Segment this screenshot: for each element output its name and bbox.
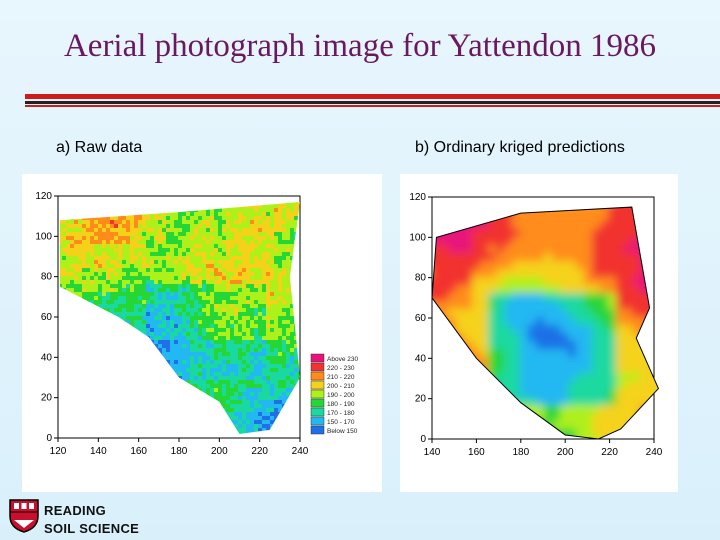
y-tick-label: 60 [41, 312, 53, 323]
x-tick-label: 220 [251, 446, 268, 457]
x-tick-label: 120 [50, 446, 67, 457]
y-tick-label: 40 [415, 353, 427, 364]
kriged-panel: 140 160 180 200 220 240 0 20 40 60 80 100 120 [400, 174, 678, 492]
raw-data-grid [60, 202, 301, 434]
y-tick-label: 0 [420, 434, 426, 445]
x-tick-label: 160 [468, 447, 485, 458]
y-tick-label: 20 [41, 393, 53, 404]
slide-title: Aerial photograph image for Yattendon 19… [63, 28, 657, 64]
y-tick-label: 120 [35, 191, 52, 202]
y-tick-label: 20 [415, 394, 427, 405]
legend-label: 200 - 210 [327, 383, 355, 390]
site-boundary [431, 206, 660, 440]
raw-data-panel: 120 140 160 180 200 220 240 0 20 40 60 80 100 120 Abo… [22, 174, 382, 492]
legend-label: 180 - 190 [327, 401, 355, 408]
legend-swatch [310, 353, 325, 363]
logo-text-soil-science: SOIL SCIENCE [44, 521, 140, 536]
title-rule-black [25, 101, 720, 104]
y-tick-label: 40 [41, 352, 53, 363]
university-crest-icon [9, 499, 39, 533]
legend-swatch [310, 425, 325, 435]
legend-swatch [310, 398, 325, 408]
legend-label: 170 - 180 [327, 410, 355, 417]
x-tick-label: 200 [211, 446, 228, 457]
legend-swatch [310, 416, 325, 426]
y-tick-label: 100 [35, 231, 52, 242]
legend: Above 230 220 - 230 210 - 220 200 - 210 190 … [310, 353, 358, 435]
x-tick-label: 220 [601, 447, 618, 458]
y-tick-label: 100 [409, 232, 426, 243]
x-tick-label: 140 [90, 446, 107, 457]
legend-label: 210 - 220 [327, 374, 355, 381]
x-tick-label: 200 [557, 447, 574, 458]
y-tick-label: 120 [409, 192, 426, 203]
x-tick-label: 240 [292, 446, 309, 457]
x-tick-label: 180 [171, 446, 188, 457]
y-tick-label: 0 [46, 433, 52, 444]
legend-label: Above 230 [327, 356, 358, 363]
legend-label: 220 - 230 [327, 365, 355, 372]
legend-label: 150 - 170 [327, 419, 355, 426]
y-tick-label: 60 [415, 313, 427, 324]
legend-label: 190 - 200 [327, 392, 355, 399]
x-tick-label: 240 [646, 447, 663, 458]
title-rule-red [25, 94, 720, 99]
y-tick-label: 80 [41, 272, 53, 283]
kriged-map: 140 160 180 200 220 240 0 20 40 60 80 100 120 [409, 192, 663, 458]
x-tick-label: 140 [424, 447, 441, 458]
title-rule-red-thin [25, 105, 720, 107]
legend-swatch [310, 389, 325, 399]
legend-label: Below 150 [327, 428, 358, 435]
x-tick-label: 160 [130, 446, 147, 457]
logo-text-reading: READING [44, 503, 107, 518]
y-tick-label: 80 [415, 273, 427, 284]
legend-swatch [310, 380, 325, 390]
x-tick-label: 180 [512, 447, 529, 458]
legend-swatch [310, 407, 325, 417]
raw-data-map: 120 140 160 180 200 220 240 0 20 40 60 80 100 120 Abo… [35, 191, 358, 457]
kriged-surface [432, 207, 659, 440]
caption-kriged: b) Ordinary kriged predictions [415, 139, 625, 156]
legend-swatch [310, 371, 325, 381]
caption-raw-data: a) Raw data [56, 139, 143, 156]
legend-swatch [310, 362, 325, 372]
